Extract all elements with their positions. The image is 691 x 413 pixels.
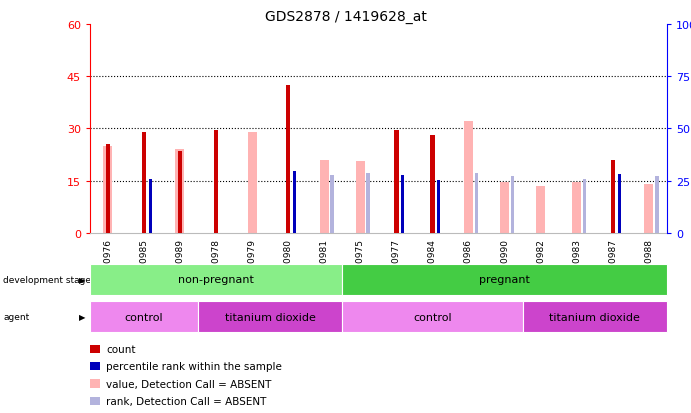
- Bar: [618, 175, 621, 233]
- Bar: [247, 133, 256, 233]
- Bar: [286, 85, 290, 233]
- Bar: [178, 152, 182, 233]
- Bar: [142, 133, 146, 233]
- Text: titanium dioxide: titanium dioxide: [225, 312, 316, 322]
- Bar: [437, 180, 440, 233]
- Bar: [500, 183, 509, 233]
- Bar: [149, 179, 152, 233]
- Bar: [536, 186, 545, 233]
- Text: titanium dioxide: titanium dioxide: [549, 312, 640, 322]
- Bar: [401, 176, 404, 233]
- Text: control: control: [413, 312, 452, 322]
- Text: control: control: [124, 312, 163, 322]
- Bar: [611, 160, 615, 233]
- Text: development stage: development stage: [3, 275, 91, 284]
- Text: non-pregnant: non-pregnant: [178, 275, 254, 285]
- Bar: [644, 185, 653, 233]
- Bar: [394, 131, 399, 233]
- Bar: [655, 177, 659, 233]
- Bar: [293, 172, 296, 233]
- Text: pregnant: pregnant: [479, 275, 530, 285]
- Bar: [356, 162, 365, 233]
- Bar: [511, 177, 514, 233]
- Bar: [214, 131, 218, 233]
- Text: ▶: ▶: [79, 275, 86, 284]
- Bar: [104, 147, 113, 233]
- Bar: [176, 150, 184, 233]
- Text: agent: agent: [3, 313, 30, 321]
- Bar: [366, 174, 370, 233]
- Bar: [320, 160, 329, 233]
- Bar: [464, 122, 473, 233]
- Text: count: count: [106, 344, 136, 354]
- Bar: [572, 183, 581, 233]
- Bar: [583, 179, 587, 233]
- Text: percentile rank within the sample: percentile rank within the sample: [106, 361, 283, 371]
- Bar: [475, 174, 478, 233]
- Bar: [430, 136, 435, 233]
- Text: GDS2878 / 1419628_at: GDS2878 / 1419628_at: [265, 10, 426, 24]
- Text: ▶: ▶: [79, 313, 86, 321]
- Text: value, Detection Call = ABSENT: value, Detection Call = ABSENT: [106, 379, 272, 389]
- Bar: [106, 145, 110, 233]
- Bar: [330, 176, 334, 233]
- Text: rank, Detection Call = ABSENT: rank, Detection Call = ABSENT: [106, 396, 267, 406]
